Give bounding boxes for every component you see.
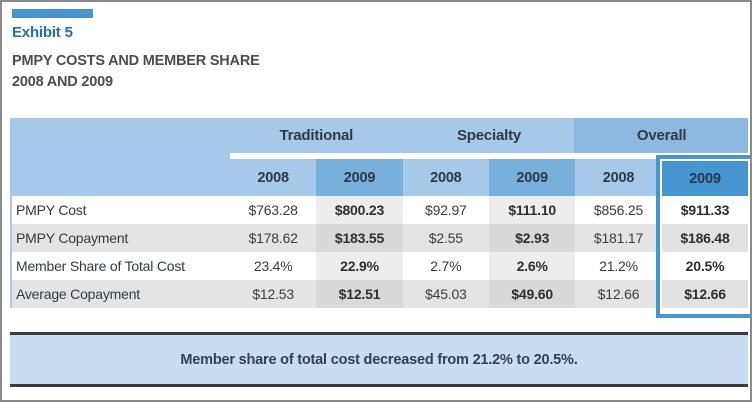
row-label: PMPY Copayment <box>10 224 230 252</box>
pmpy-costs-table: Traditional Specialty Overall 2008 2009 … <box>10 118 750 318</box>
overall-group-background <box>574 118 748 153</box>
cell-overall-2008: $12.66 <box>597 286 640 302</box>
row-label-column-spacer <box>10 159 230 196</box>
exhibit-label: Exhibit 5 <box>12 24 73 41</box>
subtitle-line-2: 2008 AND 2009 <box>12 74 113 90</box>
year-header-traditional-2008: 2008 <box>257 169 289 186</box>
group-header-row: Traditional Specialty Overall <box>10 118 748 153</box>
year-header-traditional-2009: 2009 <box>316 159 403 196</box>
cell-specialty-2008: 2.7% <box>430 258 462 274</box>
highlight-year-header: 2009 <box>662 161 748 196</box>
accent-bar <box>12 9 93 18</box>
cell-traditional-2008: $178.62 <box>248 230 298 246</box>
group-header-traditional: Traditional <box>279 127 354 144</box>
cell-traditional-2008: $763.28 <box>248 202 298 218</box>
row-label: Average Copayment <box>10 280 230 308</box>
row-label-column-spacer <box>10 118 230 153</box>
table-body: PMPY Cost $763.28 $800.23 $92.97 $111.10… <box>10 196 748 308</box>
table-row: PMPY Cost $763.28 $800.23 $92.97 $111.10… <box>10 196 748 224</box>
table-row: Member Share of Total Cost 23.4% 22.9% 2… <box>10 252 748 280</box>
table-row: Average Copayment $12.53 $12.51 $45.03 $… <box>10 280 748 308</box>
cell-specialty-2009: 2.6% <box>489 252 576 280</box>
highlight-cell: $12.66 <box>662 280 748 308</box>
cell-specialty-2008: $2.55 <box>428 230 463 246</box>
header-divider-bar <box>230 153 748 159</box>
table-header: Traditional Specialty Overall 2008 2009 … <box>10 118 748 196</box>
cell-specialty-2008: $92.97 <box>425 202 467 218</box>
group-header-specialty: Specialty <box>456 127 522 144</box>
cell-traditional-2008: 23.4% <box>253 258 293 274</box>
footer-top-rule <box>10 332 748 335</box>
row-label: Member Share of Total Cost <box>10 252 230 280</box>
year-header-row: 2008 2009 2008 2009 2008 2009 <box>10 159 748 196</box>
cell-overall-2008: $856.25 <box>593 202 644 218</box>
group-header-overall: Overall <box>636 127 687 144</box>
highlight-cell: 20.5% <box>662 252 748 280</box>
subtitle-line-1: PMPY COSTS AND MEMBER SHARE <box>12 53 260 69</box>
year-header-overall-2008: 2008 <box>602 169 635 186</box>
cell-overall-2008: 21.2% <box>599 258 638 274</box>
footer-note: Member share of total cost decreased fro… <box>180 351 578 368</box>
cell-specialty-2009: $111.10 <box>489 196 576 224</box>
overall-2009-highlight-box: 2009 $911.33 $186.48 20.5% $12.66 <box>656 155 750 318</box>
footer-callout-band: Member share of total cost decreased fro… <box>10 335 748 384</box>
cell-traditional-2008: $12.53 <box>252 286 294 302</box>
year-header-specialty-2009: 2009 <box>489 159 576 196</box>
year-header-specialty-2008: 2008 <box>430 169 462 186</box>
cell-traditional-2009: $183.55 <box>316 224 403 252</box>
cell-specialty-2009: $49.60 <box>489 280 576 308</box>
table-row: PMPY Copayment $178.62 $183.55 $2.55 $2.… <box>10 224 748 252</box>
cell-specialty-2008: $45.03 <box>425 286 467 302</box>
exhibit-subtitle: PMPY COSTS AND MEMBER SHARE 2008 AND 200… <box>12 51 260 93</box>
cell-traditional-2009: $12.51 <box>316 280 403 308</box>
cell-traditional-2009: 22.9% <box>316 252 403 280</box>
cell-overall-2008: $181.17 <box>593 230 644 246</box>
row-label: PMPY Cost <box>10 196 230 224</box>
cell-specialty-2009: $2.93 <box>489 224 576 252</box>
cell-traditional-2009: $800.23 <box>316 196 403 224</box>
highlight-cell: $911.33 <box>662 196 748 224</box>
highlight-cell: $186.48 <box>662 224 748 252</box>
footer-bottom-rule <box>10 384 748 387</box>
